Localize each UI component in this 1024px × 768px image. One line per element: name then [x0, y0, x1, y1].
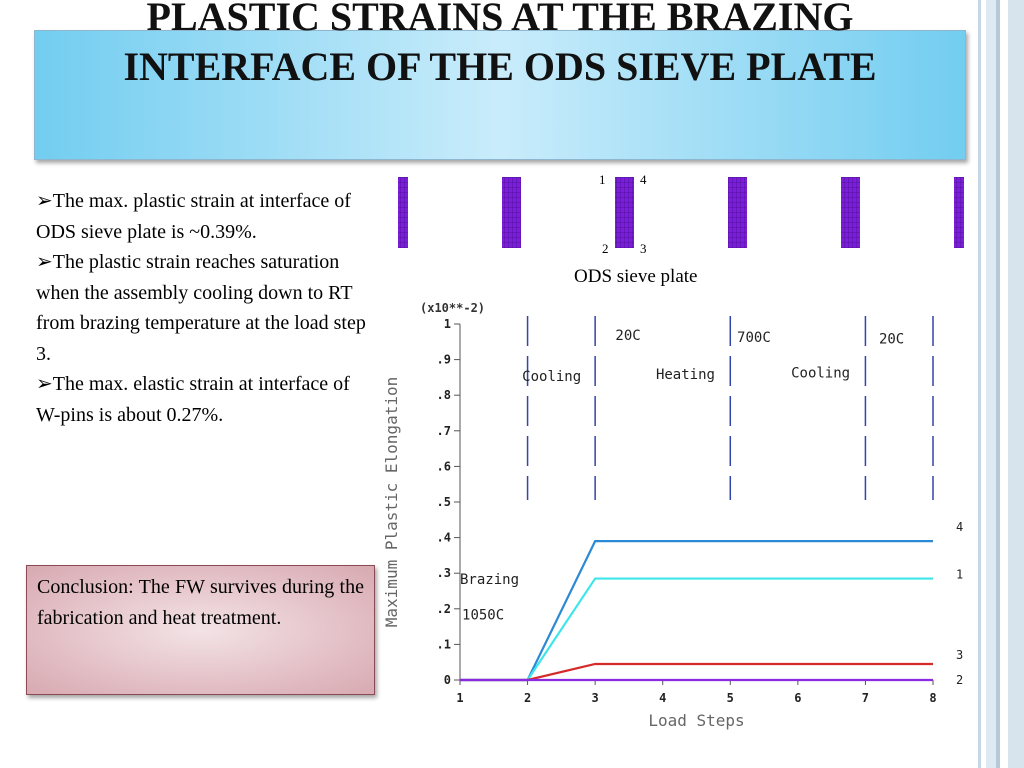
x-tick-label: 4	[659, 691, 666, 705]
chart-annotation: 1050C	[462, 607, 504, 623]
bullet-list: ➢The max. plastic strain at interface of…	[36, 186, 366, 430]
x-tick-label: 8	[929, 691, 936, 705]
y-tick-label: .9	[437, 353, 451, 367]
x-tick-label: 3	[592, 691, 599, 705]
chart-annotation: 20C	[615, 328, 640, 344]
y-tick-label: .1	[437, 637, 451, 651]
sieve-plate-diagram	[398, 177, 964, 248]
y-axis-label: Maximum Plastic Elongation	[382, 377, 401, 627]
side-stripes	[972, 0, 1024, 768]
series-end-label: 2	[956, 673, 963, 687]
y-tick-label: 0	[444, 673, 451, 687]
x-tick-label: 5	[727, 691, 734, 705]
bullet-item: ➢The max. plastic strain at interface of…	[36, 190, 351, 243]
plate-label: 1	[599, 172, 606, 187]
plate-caption: ODS sieve plate	[574, 266, 698, 287]
mesh-block	[615, 177, 634, 248]
slide-title: PLASTIC STRAINS AT THE BRAZING INTERFACE…	[123, 0, 877, 89]
x-tick-label: 7	[862, 691, 869, 705]
bullet-item: ➢The plastic strain reaches saturation w…	[36, 251, 366, 365]
y-tick-label: .4	[437, 531, 451, 545]
x-tick-label: 1	[456, 691, 463, 705]
mesh-block	[841, 177, 860, 248]
plate-label: 4	[640, 172, 647, 187]
title-banner	[34, 30, 966, 160]
mesh-block	[954, 177, 964, 248]
x-axis-label: Load Steps	[648, 711, 744, 730]
y-tick-label: 1	[444, 317, 451, 331]
mesh-block	[502, 177, 521, 248]
chart-annotation: 20C	[879, 332, 904, 348]
chart-annotation: Cooling	[522, 369, 581, 385]
plastic-elongation-chart: 0 .1 .2 .3 .4 .5 .6 .7 .8 .9 1 1 2 3 4 5 6 7 8 (x10**-2) Loa…	[382, 301, 963, 730]
y-tick-label: .7	[437, 424, 451, 438]
y-tick-label: .5	[437, 495, 451, 509]
plate-label: 3	[640, 241, 647, 256]
y-tick-label: .2	[437, 602, 451, 616]
series-line	[460, 577, 933, 682]
series-end-label: 4	[956, 520, 963, 534]
chart-annotation: Cooling	[791, 365, 850, 381]
y-tick-label: .8	[437, 388, 451, 402]
chart-annotation: Brazing	[460, 572, 519, 588]
x-tick-label: 2	[524, 691, 531, 705]
mesh-block	[728, 177, 747, 248]
y-multiplier-label: (x10**-2)	[420, 301, 485, 315]
chart-annotation: 700C	[737, 330, 771, 346]
bullet-item: ➢The max. elastic strain at interface of…	[36, 373, 350, 426]
y-tick-label: .6	[437, 459, 451, 473]
series-end-label: 3	[956, 648, 963, 662]
mesh-block	[398, 177, 408, 248]
series-end-label: 1	[956, 568, 963, 582]
plate-label: 2	[602, 241, 609, 256]
series-line	[460, 662, 933, 682]
conclusion-box: Conclusion: The FW survives during the f…	[26, 565, 375, 695]
x-tick-label: 6	[794, 691, 801, 705]
series-line	[460, 540, 933, 682]
chart-annotation: Heating	[656, 367, 715, 383]
y-tick-label: .3	[437, 566, 451, 580]
